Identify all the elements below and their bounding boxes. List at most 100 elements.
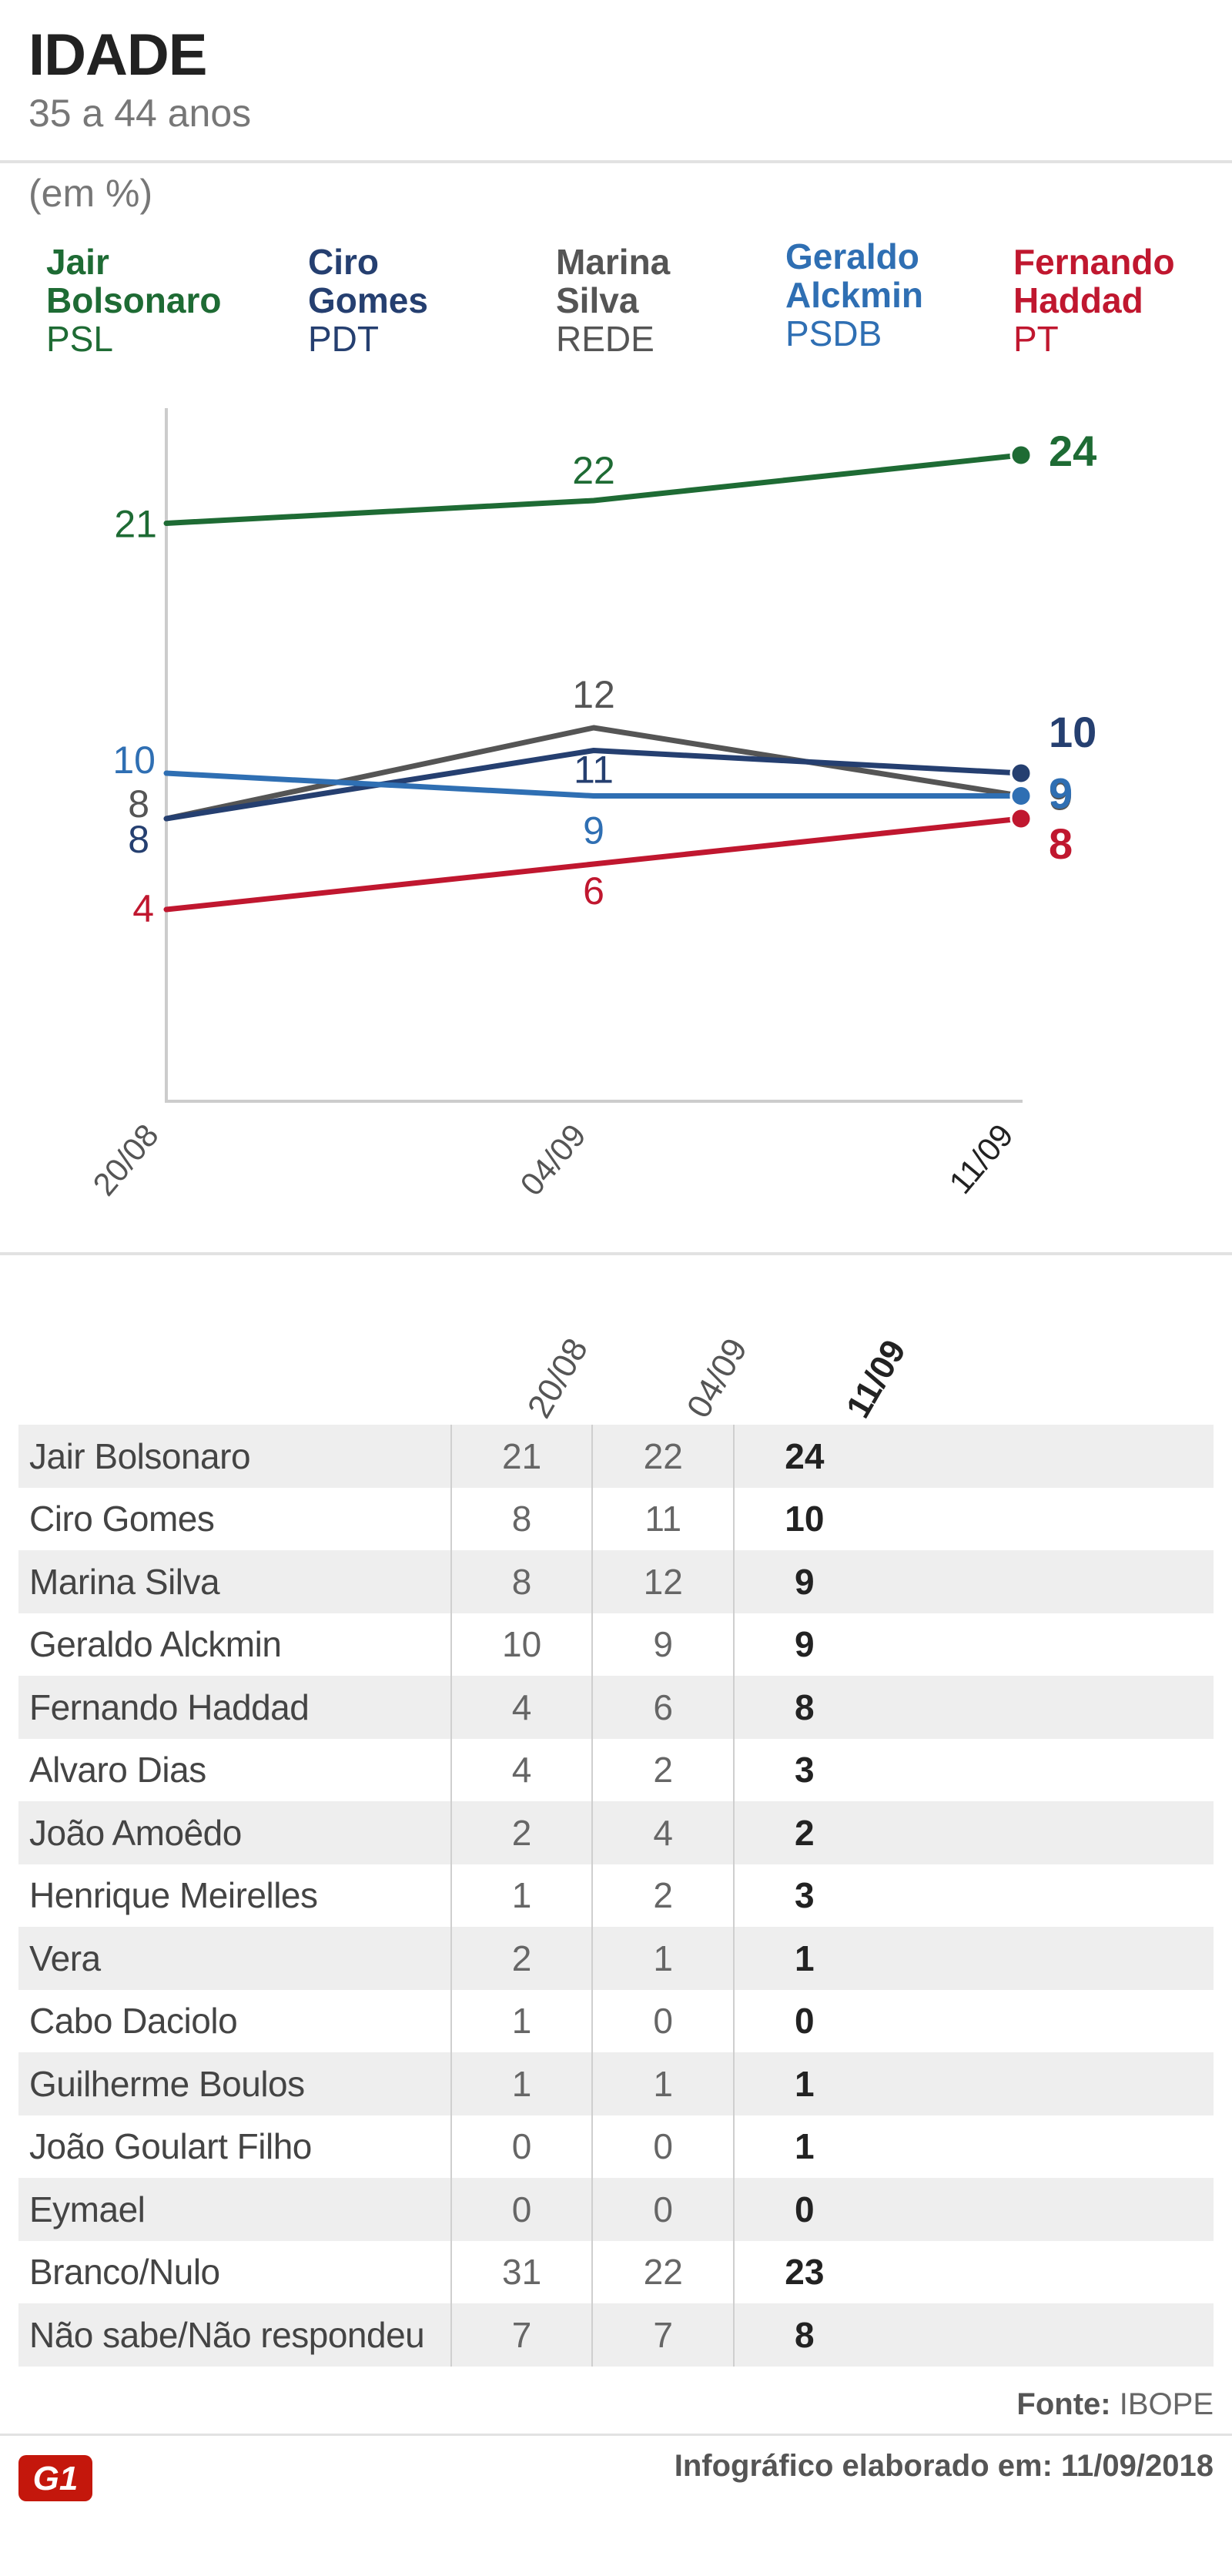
series-line <box>163 770 1024 799</box>
table-cell-value: 1 <box>450 2052 593 2115</box>
candidate-name: Marina Silva <box>18 1550 451 1613</box>
table-cell-value: 1 <box>733 2115 875 2178</box>
table-cell-value: 22 <box>591 1425 735 1488</box>
table-cell-spacer <box>875 1864 1214 1928</box>
legend-item-ciro: Ciro Gomes PDT <box>308 243 428 358</box>
legend-name: Marina Silva <box>556 242 671 320</box>
table-cell-value: 0 <box>591 2178 735 2241</box>
data-label: 24 <box>1049 427 1096 475</box>
x-tick-label: 20/08 <box>85 1117 166 1203</box>
table-cell-value: 4 <box>591 1801 735 1864</box>
data-label: 8 <box>1049 819 1073 868</box>
candidate-name: Não sabe/Não respondeu <box>18 2303 451 2367</box>
table-cell-value: 11 <box>591 1487 735 1550</box>
column-header: 04/09 <box>679 1332 755 1425</box>
table-row: Vera 2 1 1 <box>18 1927 1214 1990</box>
candidate-name: Henrique Meirelles <box>29 1875 318 1916</box>
legend-item-marina: Marina Silva REDE <box>556 243 670 358</box>
legend-party: REDE <box>556 319 654 359</box>
table-column-headers: 20/08 04/09 11/09 <box>18 1294 1214 1425</box>
table-cell-value: 1 <box>591 2052 735 2115</box>
legend-party: PT <box>1013 319 1059 359</box>
table-cell-value: 6 <box>591 1676 735 1739</box>
table-cell-value: 0 <box>450 2178 593 2241</box>
candidate-name: Cabo Daciolo <box>29 2001 238 2042</box>
source-value: IBOPE <box>1119 2387 1214 2421</box>
divider <box>0 2434 1232 2436</box>
legend-name: Ciro Gomes <box>308 242 428 320</box>
table-cell-value: 2 <box>450 1801 593 1864</box>
series-end-marker <box>1009 785 1033 807</box>
unit-label: (em %) <box>28 172 153 215</box>
table-cell-spacer <box>875 1613 1214 1677</box>
candidate-name: Fernando Haddad <box>18 1676 451 1739</box>
table-row: Marina Silva 8 12 9 <box>18 1550 1214 1613</box>
table-cell-value: 8 <box>450 1550 593 1613</box>
table-cell-value: 0 <box>733 2178 875 2241</box>
table-cell-value: 10 <box>733 1487 875 1550</box>
series-line <box>163 725 1024 822</box>
legend-name: Geraldo Alckmin <box>785 236 923 315</box>
table-cell-spacer <box>874 1550 1214 1613</box>
data-table: 20/08 04/09 11/09 Jair Bolsonaro 21 22 24 Ci… <box>18 1294 1214 2367</box>
table-row: Eymael 0 0 0 <box>18 2178 1214 2241</box>
candidate-name: Eymael <box>18 2178 451 2241</box>
series-line <box>163 452 1024 526</box>
table-cell-value: 3 <box>733 1738 875 1801</box>
table-cell-value: 0 <box>450 2115 593 2178</box>
table-row: Alvaro Dias 4 2 3 <box>18 1738 1214 1802</box>
table-cell-value: 9 <box>733 1613 875 1676</box>
candidate-name: Guilherme Boulos <box>18 2052 451 2115</box>
table-row: Branco/Nulo 31 22 23 <box>18 2240 1214 2303</box>
table-row: Não sabe/Não respondeu 7 7 8 <box>18 2303 1214 2367</box>
table-row: Ciro Gomes 8 11 10 <box>18 1487 1214 1550</box>
candidate-name: Ciro Gomes <box>29 1499 215 1539</box>
series-end-marker <box>1009 807 1033 830</box>
data-label: 8 <box>128 818 149 861</box>
table-row: Henrique Meirelles 1 2 3 <box>18 1864 1214 1928</box>
table-cell-value: 8 <box>733 1676 875 1739</box>
data-label: 9 <box>1049 769 1073 818</box>
table-cell-value: 4 <box>450 1738 593 1801</box>
table-cell-value: 1 <box>450 1864 593 1927</box>
table-cell-value: 0 <box>591 1989 735 2052</box>
table-cell-value: 3 <box>733 1864 875 1927</box>
series-line <box>163 816 1024 913</box>
x-tick-label: 11/09 <box>942 1117 1020 1201</box>
x-tick-label: 04/09 <box>513 1117 593 1203</box>
table-cell-value: 1 <box>450 1989 593 2052</box>
data-label: 10 <box>1049 708 1096 756</box>
candidate-name: Jair Bolsonaro <box>18 1425 451 1488</box>
table-cell-value: 21 <box>450 1425 593 1488</box>
table-row: Guilherme Boulos 1 1 1 <box>18 2052 1214 2115</box>
candidate-name: João Amoêdo <box>18 1801 451 1864</box>
chart-title: IDADE <box>28 22 207 88</box>
column-header: 20/08 <box>520 1332 596 1425</box>
table-cell-value: 24 <box>733 1425 875 1488</box>
table-cell-value: 22 <box>591 2240 735 2303</box>
table-cell-spacer <box>874 2178 1214 2241</box>
table-cell-spacer <box>875 1739 1214 1802</box>
table-cell-value: 10 <box>450 1613 593 1676</box>
divider <box>0 1252 1232 1255</box>
table-cell-value: 7 <box>591 2303 735 2367</box>
table-cell-spacer <box>874 1676 1214 1739</box>
data-label: 9 <box>1049 771 1073 819</box>
candidate-name: Alvaro Dias <box>29 1750 206 1790</box>
credit-note: Infográfico elaborado em: 11/09/2018 <box>674 2449 1214 2483</box>
divider <box>0 160 1232 163</box>
table-row: João Goulart Filho 0 0 1 <box>18 2115 1214 2178</box>
table-cell-value: 2 <box>733 1801 875 1864</box>
legend-item-alckmin: Geraldo Alckmin PSDB <box>785 237 923 353</box>
table-cell-value: 8 <box>450 1487 593 1550</box>
source-note: Fonte: IBOPE <box>1016 2387 1214 2422</box>
candidate-name: Vera <box>18 1927 451 1990</box>
chart-subtitle: 35 a 44 anos <box>28 92 252 135</box>
table-cell-value: 9 <box>733 1550 875 1613</box>
legend-party: PSDB <box>785 313 882 353</box>
legend-name: Jair Bolsonaro <box>46 242 222 320</box>
table-cell-value: 2 <box>591 1864 735 1927</box>
table-cell-value: 31 <box>450 2240 593 2303</box>
series-line <box>163 748 1024 822</box>
source-label: Fonte: <box>1016 2387 1111 2421</box>
